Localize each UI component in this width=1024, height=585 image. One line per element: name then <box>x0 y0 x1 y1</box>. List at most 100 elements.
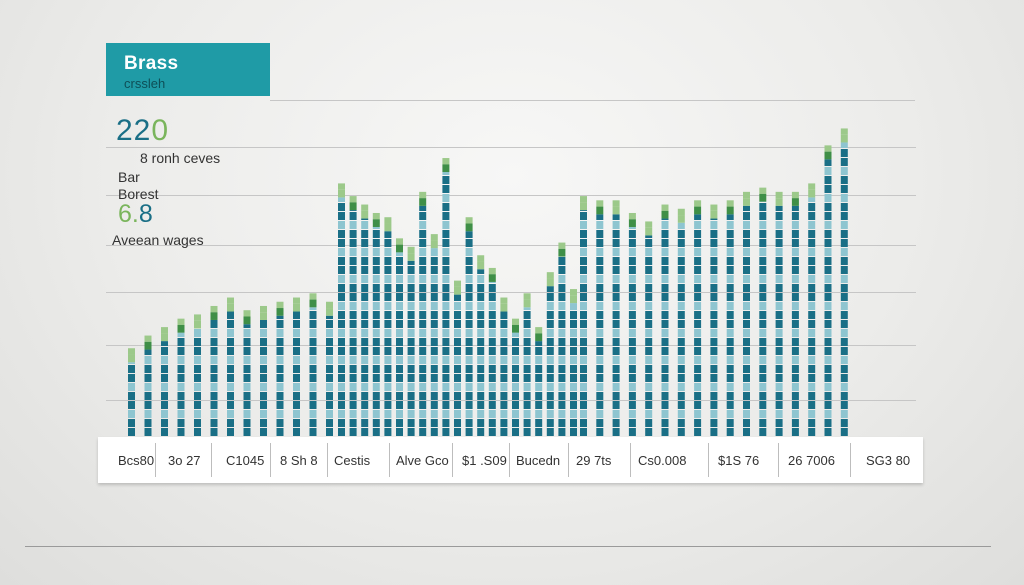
bar-stripe <box>349 428 357 436</box>
bar-cap <box>210 312 218 320</box>
bar-stripe <box>759 302 767 310</box>
bar-stripe <box>384 320 392 328</box>
bar-stripe <box>210 338 218 346</box>
bar-stripe <box>645 374 653 382</box>
bar-stripe <box>546 293 554 301</box>
bar-stripe <box>580 284 587 292</box>
bar-stripe <box>570 338 577 346</box>
bar-stripe <box>726 293 734 301</box>
category-label: 29 7ts <box>576 453 612 468</box>
bar-stripe <box>726 275 734 283</box>
bar-stripe <box>628 284 636 292</box>
bar-stripe <box>407 347 415 355</box>
bar-stripe <box>210 392 218 400</box>
bar-stripe <box>694 392 702 400</box>
bar <box>726 200 734 436</box>
bar-stripe <box>512 419 519 427</box>
bar-stripe <box>477 269 485 274</box>
bar-stripe <box>361 302 369 310</box>
bar-stripe <box>276 392 284 400</box>
bar-stripe <box>759 230 767 238</box>
bar-stripe <box>372 338 380 346</box>
bar-stripe <box>293 374 300 382</box>
bar-stripe <box>523 307 531 310</box>
bar-stripe <box>276 410 284 418</box>
bar-stripe <box>759 293 767 301</box>
bar-stripe <box>361 401 369 409</box>
bar-stripe <box>419 428 427 436</box>
bar-cap-light <box>144 335 152 342</box>
bar-stripe <box>580 248 587 256</box>
bar-stripe <box>840 176 848 184</box>
bar-stripe <box>442 365 450 373</box>
bar-stripe <box>661 266 669 274</box>
bar-stripe <box>407 311 415 319</box>
bar-stripe <box>743 320 750 328</box>
bar-stripe <box>488 311 496 319</box>
bar-stripe <box>580 419 587 427</box>
bar-stripe <box>430 347 438 355</box>
bar-stripe <box>407 266 415 274</box>
bar-stripe <box>276 374 284 382</box>
label-separator <box>708 443 709 477</box>
gridline <box>106 245 916 246</box>
bar-stripe <box>177 428 185 436</box>
bar-stripe <box>612 293 620 301</box>
bar-stripe <box>361 383 369 391</box>
label-separator <box>211 443 212 477</box>
bar <box>128 348 135 436</box>
bar-stripe <box>326 320 333 328</box>
bar-stripe <box>326 315 333 319</box>
bar-stripe <box>372 419 380 427</box>
bar-stripe <box>710 266 718 274</box>
bar-stripe <box>677 239 685 247</box>
bar-stripe <box>840 383 848 391</box>
bar-stripe <box>177 347 185 355</box>
bar-stripe <box>791 374 799 382</box>
bar-stripe <box>791 401 799 409</box>
bar-stripe <box>500 392 508 400</box>
bar-stripe <box>338 293 345 301</box>
bar-stripe <box>349 419 357 427</box>
bar-stripe <box>759 419 767 427</box>
bar-stripe <box>488 302 496 310</box>
bar-stripe <box>384 302 392 310</box>
bar-stripe <box>144 356 152 364</box>
bar-cap <box>477 261 485 270</box>
bar-stripe <box>824 284 832 292</box>
bar-stripe <box>546 410 554 418</box>
bar-stripe <box>161 383 168 391</box>
bar-stripe <box>694 257 702 265</box>
bar-stripe <box>326 419 333 427</box>
bar <box>488 267 496 436</box>
bar-cap <box>694 206 702 215</box>
bar-stripe <box>612 383 620 391</box>
bar-stripe <box>775 221 783 229</box>
bar <box>775 191 783 436</box>
bar-stripe <box>384 401 392 409</box>
bar-stripe <box>243 374 251 382</box>
bar-cap-light <box>694 200 702 207</box>
bar-stripe <box>419 212 427 220</box>
bar-stripe <box>144 383 152 391</box>
bar-stripe <box>775 401 783 409</box>
bar-stripe <box>791 212 799 220</box>
bar-stripe <box>694 401 702 409</box>
bar-stripe <box>710 410 718 418</box>
bar-stripe <box>260 347 267 355</box>
bar-stripe <box>194 329 201 337</box>
bar-stripe <box>419 302 427 310</box>
bar-stripe <box>361 293 369 301</box>
bar-stripe <box>759 356 767 364</box>
bar-stripe <box>384 284 392 292</box>
bar-stripe <box>580 338 587 346</box>
bar-stripe <box>726 248 734 256</box>
bar-stripe <box>430 320 438 328</box>
bar-cap-light <box>661 204 669 211</box>
bar-stripe <box>840 293 848 301</box>
bar-stripe <box>580 302 587 310</box>
bar-stripe <box>824 275 832 283</box>
bar-stripe <box>694 266 702 274</box>
bar-stripe <box>710 356 718 364</box>
bar-stripe <box>824 194 832 202</box>
